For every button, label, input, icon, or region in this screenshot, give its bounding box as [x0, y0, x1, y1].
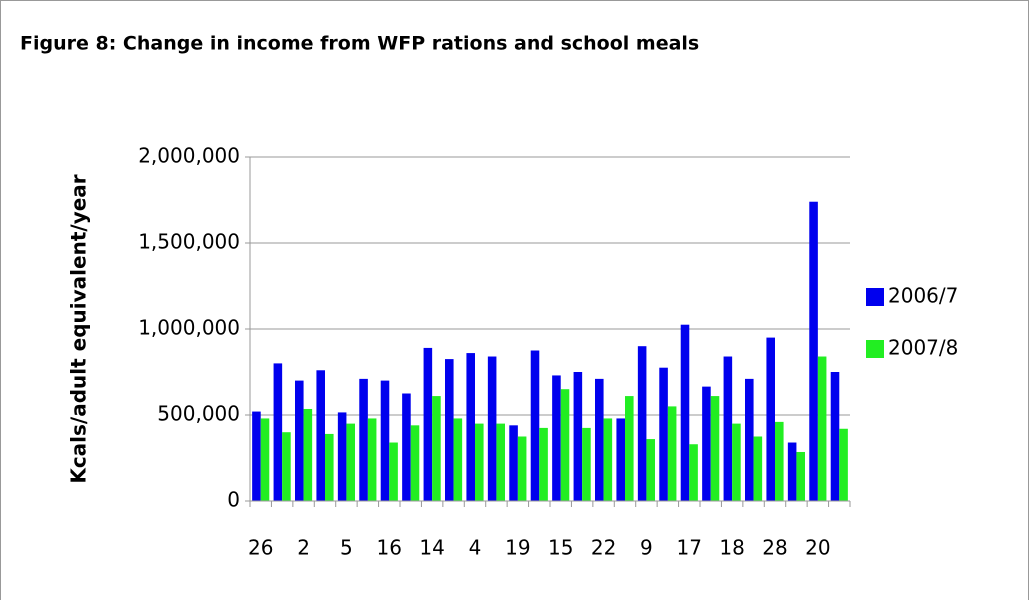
- bar: [282, 432, 291, 501]
- legend-label: 2006/7: [888, 284, 958, 308]
- bar: [625, 396, 634, 501]
- bar: [509, 425, 518, 501]
- x-tick-label: 4: [469, 536, 482, 560]
- x-tick-label: 15: [548, 536, 573, 560]
- bar: [680, 324, 690, 501]
- bar: [839, 428, 848, 501]
- bar: [560, 389, 570, 501]
- x-tick-label: 2: [297, 536, 310, 560]
- bar: [637, 346, 647, 501]
- bar: [337, 412, 347, 501]
- bar: [367, 418, 377, 501]
- x-tick-label: 19: [505, 536, 530, 560]
- legend-label: 2007/8: [888, 336, 958, 360]
- bar: [616, 418, 625, 501]
- bar: [603, 418, 613, 501]
- bar: [325, 433, 334, 501]
- bar: [766, 337, 775, 501]
- bar: [432, 396, 441, 501]
- bar: [445, 359, 454, 501]
- bar: [796, 451, 805, 501]
- x-tick-label: 5: [340, 536, 353, 560]
- bar: [359, 378, 368, 501]
- bar: [595, 378, 604, 501]
- y-tick-label: 1,500,000: [138, 230, 240, 254]
- bar: [775, 421, 784, 501]
- bar: [689, 444, 698, 501]
- bar: [466, 353, 475, 501]
- x-tick-label: 9: [640, 536, 653, 560]
- y-tick-label: 500,000: [157, 402, 240, 426]
- bar: [423, 347, 433, 501]
- x-tick-label: 14: [419, 536, 444, 560]
- bar: [809, 201, 818, 501]
- bar: [659, 367, 668, 501]
- x-tick-label: 18: [719, 536, 744, 560]
- x-tick-label: 28: [762, 536, 787, 560]
- bar: [646, 439, 655, 501]
- bar: [539, 427, 548, 501]
- bar: [710, 396, 720, 501]
- bar: [530, 350, 540, 501]
- bar: [582, 427, 591, 501]
- y-tick-label: 0: [227, 488, 240, 512]
- y-axis-label: Kcals/adult equivalent/year: [67, 174, 91, 483]
- bar: [517, 436, 527, 501]
- bar: [487, 356, 497, 501]
- bar: [475, 423, 484, 501]
- bar: [295, 380, 304, 501]
- bar: [745, 378, 754, 501]
- bar: [496, 423, 505, 501]
- bar: [380, 380, 390, 501]
- bar: [453, 418, 463, 501]
- bar: [389, 442, 398, 501]
- bar: [753, 436, 763, 501]
- bar: [316, 370, 325, 501]
- x-tick-label: 17: [677, 536, 702, 560]
- bar: [303, 408, 313, 501]
- y-tick-label: 2,000,000: [138, 144, 240, 168]
- bar: [273, 363, 283, 501]
- bar: [787, 442, 797, 501]
- x-tick-label: 22: [591, 536, 616, 560]
- bar: [260, 418, 270, 501]
- bar: [552, 375, 561, 501]
- x-tick-label: 16: [377, 536, 402, 560]
- x-tick-label: 20: [805, 536, 830, 560]
- y-tick-label: 1,000,000: [138, 316, 240, 340]
- bar: [410, 425, 420, 501]
- bar: [830, 372, 840, 501]
- bar: [817, 356, 827, 501]
- chart-title: Figure 8: Change in income from WFP rati…: [20, 33, 699, 55]
- bar: [346, 423, 355, 501]
- bar: [702, 386, 711, 501]
- bar: [252, 411, 261, 501]
- bar: [723, 356, 733, 501]
- legend-swatch: [866, 288, 884, 306]
- bar: [732, 423, 741, 501]
- x-tick-label: 26: [248, 536, 273, 560]
- legend-swatch: [866, 340, 884, 358]
- bar: [667, 406, 677, 501]
- bar: [573, 372, 583, 501]
- bar: [402, 393, 411, 501]
